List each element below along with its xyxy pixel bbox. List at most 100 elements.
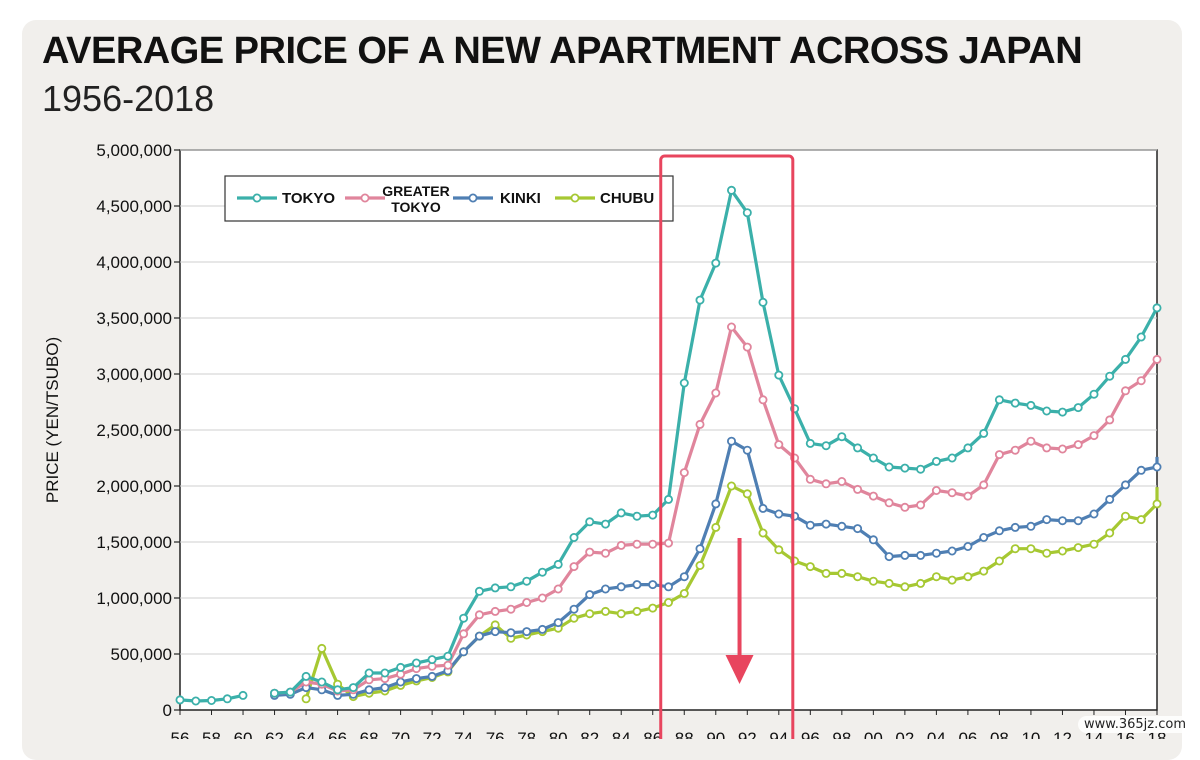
data-point-chubu [1012,545,1019,552]
x-tick-label: 04 [927,729,946,739]
data-point-greater-tokyo [492,608,499,615]
data-point-chubu [618,610,625,617]
data-point-kinki [696,545,703,552]
data-point-tokyo [350,684,357,691]
data-point-chubu [1059,547,1066,554]
data-point-kinki [1138,467,1145,474]
data-point-kinki [996,527,1003,534]
data-point-kinki [1153,463,1160,470]
data-point-greater-tokyo [1027,438,1034,445]
data-point-tokyo [759,299,766,306]
data-point-chubu [901,583,908,590]
data-point-kinki [586,591,593,598]
data-point-kinki [1122,481,1129,488]
data-point-greater-tokyo [712,389,719,396]
data-point-tokyo [303,673,310,680]
data-point-tokyo [870,454,877,461]
data-point-kinki [854,525,861,532]
y-tick-label: 3,000,000 [96,365,172,384]
data-point-tokyo [1027,402,1034,409]
legend-marker-tokyo [253,194,260,201]
data-point-greater-tokyo [1153,356,1160,363]
data-point-tokyo [854,444,861,451]
data-point-tokyo [570,534,577,541]
x-tick-label: 00 [864,729,883,739]
data-point-greater-tokyo [838,478,845,485]
data-point-chubu [303,695,310,702]
data-point-tokyo [838,433,845,440]
data-point-tokyo [1138,333,1145,340]
data-point-chubu [949,577,956,584]
data-point-chubu [1027,545,1034,552]
x-tick-label: 12 [1053,729,1072,739]
watermark: www.365jz.com [1078,716,1192,733]
data-point-chubu [1122,513,1129,520]
y-tick-label: 4,500,000 [96,197,172,216]
data-point-kinki [618,583,625,590]
y-tick-label: 4,000,000 [96,253,172,272]
data-point-tokyo [996,396,1003,403]
data-point-kinki [838,523,845,530]
y-tick-label: 5,000,000 [96,141,172,160]
legend-marker-kinki [469,194,476,201]
data-point-greater-tokyo [681,469,688,476]
data-point-tokyo [539,569,546,576]
data-point-chubu [933,573,940,580]
y-tick-label: 3,500,000 [96,309,172,328]
data-point-kinki [1059,517,1066,524]
data-point-kinki [366,686,373,693]
data-point-greater-tokyo [775,441,782,448]
y-tick-label: 2,500,000 [96,421,172,440]
data-point-kinki [1090,510,1097,517]
data-point-kinki [460,648,467,655]
data-point-tokyo [239,692,246,699]
data-point-greater-tokyo [728,323,735,330]
data-point-tokyo [886,463,893,470]
legend-marker-greater-tokyo [361,194,368,201]
data-point-tokyo [1043,407,1050,414]
data-point-greater-tokyo [807,476,814,483]
x-tick-label: 06 [958,729,977,739]
x-tick-label: 08 [990,729,1009,739]
data-point-tokyo [1059,409,1066,416]
data-point-greater-tokyo [633,541,640,548]
x-tick-label: 68 [360,729,379,739]
data-point-kinki [539,626,546,633]
data-point-tokyo [665,496,672,503]
x-tick-label: 64 [297,729,316,739]
data-point-greater-tokyo [933,487,940,494]
x-tick-label: 66 [328,729,347,739]
data-point-tokyo [444,653,451,660]
x-tick-label: 10 [1021,729,1040,739]
data-point-kinki [507,629,514,636]
data-point-chubu [633,608,640,615]
data-point-kinki [964,543,971,550]
data-point-kinki [1027,523,1034,530]
data-point-tokyo [1012,400,1019,407]
legend-label-chubu: CHUBU [600,190,654,207]
data-point-kinki [492,628,499,635]
data-point-tokyo [649,511,656,518]
data-point-greater-tokyo [507,606,514,613]
data-point-chubu [886,580,893,587]
data-point-tokyo [775,372,782,379]
data-point-kinki [980,534,987,541]
data-point-tokyo [287,689,294,696]
data-point-tokyo [334,686,341,693]
data-point-tokyo [523,578,530,585]
data-point-greater-tokyo [823,480,830,487]
x-tick-label: 72 [423,729,442,739]
data-point-kinki [901,552,908,559]
legend-label-kinki: KINKI [500,190,541,207]
data-point-tokyo [208,697,215,704]
y-tick-label: 0 [163,701,172,720]
data-point-chubu [964,573,971,580]
data-point-kinki [523,628,530,635]
data-point-kinki [413,675,420,682]
data-point-chubu [823,570,830,577]
data-point-kinki [823,521,830,528]
data-point-tokyo [964,444,971,451]
x-tick-label: 78 [517,729,536,739]
